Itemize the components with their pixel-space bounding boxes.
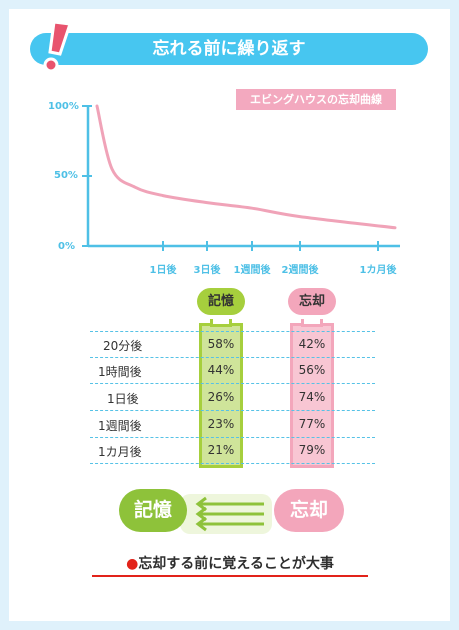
forget-cell: 56%	[298, 363, 326, 377]
page-title: 忘れる前に繰り返す	[152, 39, 306, 59]
x-tick-label-3days: 3日後	[193, 265, 221, 276]
y-tick-label-50: 50%	[54, 170, 78, 181]
row-divider	[90, 437, 375, 438]
row-divider	[90, 357, 375, 358]
row-divider	[90, 331, 375, 332]
row-label-1month: 1カ月後	[98, 445, 142, 459]
key-message: ●忘却する前に覚えることが大事	[92, 553, 368, 573]
row-label-1day: 1日後	[107, 392, 139, 406]
x-tick-label-1month: 1カ月後	[359, 265, 397, 276]
arrow-left-icon	[180, 494, 272, 534]
row-label-1week: 1週間後	[98, 419, 142, 433]
exclamation-icon	[43, 20, 73, 73]
row-divider	[90, 383, 375, 384]
key-message-underline	[92, 575, 368, 577]
forgetting-curve-chart	[82, 104, 400, 251]
memory-cell: 21%	[207, 443, 235, 457]
forget-column-box	[290, 323, 334, 468]
forget-cell: 42%	[298, 337, 326, 351]
row-divider	[90, 410, 375, 411]
memory-cell: 58%	[207, 337, 235, 351]
memory-column-box	[199, 323, 243, 468]
memory-column-connector	[210, 319, 232, 327]
forget-cell: 74%	[298, 390, 326, 404]
y-tick-label-100: 100%	[48, 101, 79, 112]
forget-bubble: 忘却	[274, 489, 344, 532]
x-tick-label-1day: 1日後	[149, 265, 177, 276]
memory-cell: 23%	[207, 417, 235, 431]
bullet-icon: ●	[126, 556, 139, 572]
memory-column-header: 記憶	[197, 288, 245, 315]
x-tick-label-2weeks: 2週間後	[281, 265, 319, 276]
forget-column-header: 忘却	[288, 288, 336, 315]
memory-bubble: 記憶	[119, 489, 187, 532]
forget-cell: 79%	[298, 443, 326, 457]
forget-cell: 77%	[298, 417, 326, 431]
chart-legend: エビングハウスの忘却曲線	[236, 89, 396, 110]
row-label-20min: 20分後	[103, 339, 143, 353]
row-divider	[90, 463, 375, 464]
row-label-1hour: 1時間後	[98, 365, 142, 379]
memory-cell: 26%	[207, 390, 235, 404]
header-banner: 忘れる前に繰り返す	[30, 33, 428, 65]
memory-cell: 44%	[207, 363, 235, 377]
forgetting-curve-line	[95, 104, 397, 230]
key-message-text: 忘却する前に覚えることが大事	[138, 556, 334, 572]
y-tick-label-0: 0%	[58, 241, 75, 252]
forget-column-connector	[301, 319, 323, 327]
x-tick-label-1week: 1週間後	[233, 265, 271, 276]
